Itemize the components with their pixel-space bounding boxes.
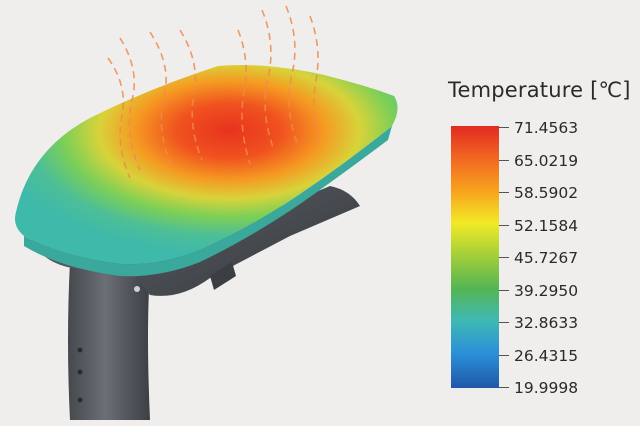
legend-value-label: 71.4563 xyxy=(514,119,579,137)
pole-screw xyxy=(77,397,83,403)
legend-tick xyxy=(499,192,509,193)
legend-tick xyxy=(499,387,509,388)
lamp-pole xyxy=(68,262,150,420)
legend-title: Temperature [℃] xyxy=(448,78,631,102)
legend-value-label: 65.0219 xyxy=(514,151,579,170)
heat-plate xyxy=(15,65,398,265)
legend-tick xyxy=(499,224,509,226)
legend-value-label: 39.2950 xyxy=(514,281,579,300)
legend-colorbar xyxy=(451,126,499,388)
lamp-fin xyxy=(210,262,236,290)
heat-wave xyxy=(119,37,141,171)
heat-wave xyxy=(309,15,323,149)
legend-value-label: 26.4315 xyxy=(514,346,579,365)
mount-screw xyxy=(134,286,140,292)
heat-wave xyxy=(107,57,131,179)
pole-screw xyxy=(77,369,83,375)
heat-plate-edge xyxy=(24,126,392,277)
heat-wave xyxy=(179,29,203,161)
heat-waves xyxy=(107,5,323,179)
legend-tick xyxy=(499,322,509,323)
legend-value-label: 45.7267 xyxy=(514,249,579,267)
heat-wave xyxy=(237,29,251,165)
legend-value-label: 58.5902 xyxy=(514,184,579,202)
lamp-housing xyxy=(130,186,360,296)
legend-value-label: 19.9998 xyxy=(514,379,579,397)
legend-tick xyxy=(499,289,509,291)
legend-tick xyxy=(499,127,509,128)
legend-tick xyxy=(499,354,509,356)
legend-tick xyxy=(499,159,509,161)
legend-tick xyxy=(499,257,509,258)
legend-value-label: 52.1584 xyxy=(514,216,579,235)
pole-screw xyxy=(77,347,83,353)
legend-value-label: 32.8633 xyxy=(514,314,579,332)
